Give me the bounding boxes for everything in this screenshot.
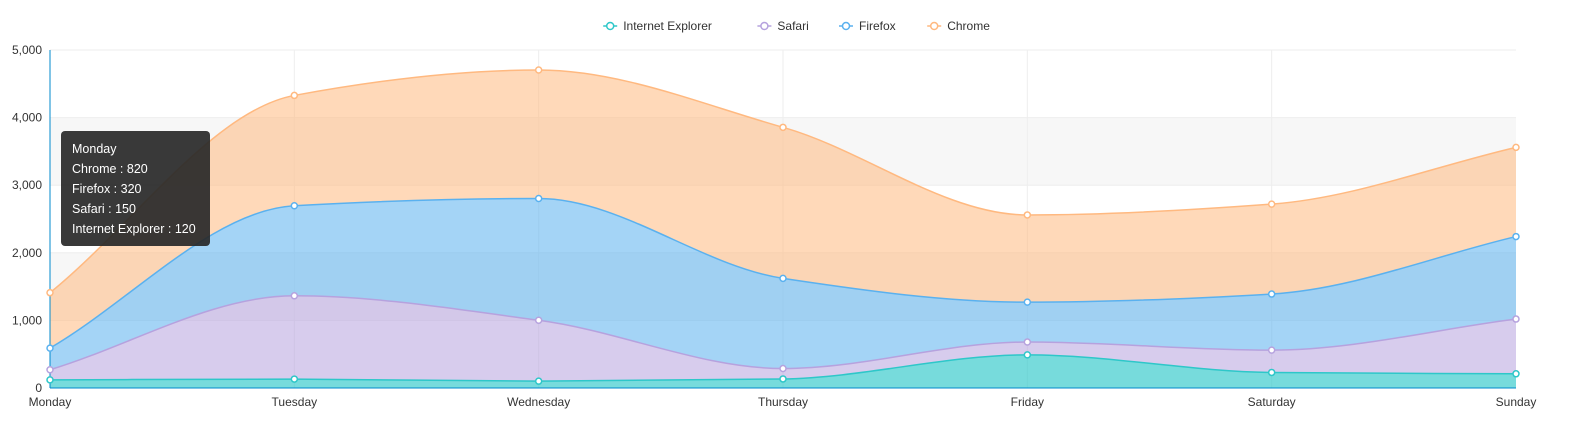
x-tick-label-saturday: Saturday bbox=[1248, 395, 1296, 409]
legend[interactable]: Internet Explorer Safari Firefox Chrome bbox=[603, 19, 990, 33]
point-safari-thursday[interactable] bbox=[779, 364, 787, 373]
point-safari-sunday[interactable] bbox=[1512, 315, 1520, 323]
area-safari bbox=[50, 295, 1516, 382]
x-tick-label-friday: Friday bbox=[1011, 395, 1044, 409]
legend-label: Chrome bbox=[947, 19, 990, 33]
y-tick-label: 4,000 bbox=[12, 111, 42, 125]
legend-item-chrome[interactable]: Chrome bbox=[927, 19, 990, 33]
y-tick-label: 2,000 bbox=[12, 246, 42, 260]
point-chrome-tuesday[interactable] bbox=[290, 91, 299, 100]
point-safari-saturday[interactable] bbox=[1267, 346, 1276, 354]
legend-swatch-marker bbox=[841, 21, 851, 31]
point-chrome-monday[interactable] bbox=[46, 288, 54, 297]
point-firefox-thursday[interactable] bbox=[779, 274, 787, 283]
legend-swatch-marker bbox=[929, 21, 939, 31]
point-chrome-thursday[interactable] bbox=[779, 123, 787, 132]
tooltip-line-internet-explorer: Internet Explorer : 120 bbox=[72, 222, 196, 236]
point-internet-explorer-wednesday[interactable] bbox=[534, 377, 543, 385]
y-tick-label: 0 bbox=[35, 381, 42, 395]
point-safari-friday[interactable] bbox=[1023, 338, 1032, 346]
point-internet-explorer-tuesday[interactable] bbox=[290, 375, 299, 383]
legend-item-internet-explorer[interactable]: Internet Explorer bbox=[603, 19, 712, 33]
legend-item-safari[interactable]: Safari bbox=[757, 19, 809, 33]
area-chrome bbox=[50, 70, 1516, 349]
point-internet-explorer-saturday[interactable] bbox=[1267, 368, 1276, 377]
series-points bbox=[46, 66, 1520, 385]
point-safari-wednesday[interactable] bbox=[534, 316, 543, 325]
tooltip-line-firefox: Firefox : 320 bbox=[72, 182, 142, 196]
y-tick-label: 3,000 bbox=[12, 178, 42, 192]
legend-label: Firefox bbox=[859, 19, 896, 33]
x-tick-label-tuesday: Tuesday bbox=[272, 395, 318, 409]
point-chrome-sunday[interactable] bbox=[1512, 143, 1520, 152]
point-chrome-friday[interactable] bbox=[1023, 211, 1032, 219]
x-tick-label-sunday: Sunday bbox=[1496, 395, 1537, 409]
x-tick-label-thursday: Thursday bbox=[758, 395, 808, 409]
area-firefox bbox=[50, 198, 1516, 370]
point-safari-monday[interactable] bbox=[46, 365, 54, 374]
legend-swatch-marker bbox=[605, 21, 615, 31]
tooltip-line-safari: Safari : 150 bbox=[72, 202, 136, 216]
legend-item-firefox[interactable]: Firefox bbox=[839, 19, 896, 33]
point-firefox-friday[interactable] bbox=[1023, 298, 1032, 306]
legend-swatch-marker bbox=[760, 21, 769, 31]
y-tick-label: 1,000 bbox=[12, 313, 42, 327]
area-internet-explorer bbox=[50, 354, 1516, 388]
point-internet-explorer-friday[interactable] bbox=[1023, 351, 1032, 359]
legend-label: Internet Explorer bbox=[623, 19, 712, 33]
chart-tooltip: Monday Chrome : 820 Firefox : 320 Safari… bbox=[61, 131, 210, 246]
tooltip-title: Monday bbox=[72, 142, 117, 156]
point-firefox-tuesday[interactable] bbox=[290, 202, 299, 210]
point-internet-explorer-sunday[interactable] bbox=[1512, 370, 1520, 378]
point-firefox-wednesday[interactable] bbox=[534, 194, 543, 203]
point-internet-explorer-thursday[interactable] bbox=[779, 375, 787, 383]
axes: 0 1,000 2,000 3,000 4,000 5,000 Monday Tuesday W… bbox=[12, 43, 1536, 409]
x-tick-label-wednesday: Wednesday bbox=[507, 395, 570, 409]
point-internet-explorer-monday[interactable] bbox=[46, 376, 54, 384]
point-chrome-wednesday[interactable] bbox=[534, 66, 543, 74]
legend-label: Safari bbox=[777, 19, 808, 33]
series-areas bbox=[50, 70, 1516, 388]
point-firefox-saturday[interactable] bbox=[1267, 290, 1276, 298]
x-tick-label-monday: Monday bbox=[29, 395, 72, 409]
point-chrome-saturday[interactable] bbox=[1267, 200, 1276, 208]
point-safari-tuesday[interactable] bbox=[290, 292, 299, 300]
y-tick-label: 5,000 bbox=[12, 43, 42, 57]
point-firefox-sunday[interactable] bbox=[1512, 232, 1520, 241]
point-firefox-monday[interactable] bbox=[46, 344, 54, 352]
tooltip-line-chrome: Chrome : 820 bbox=[72, 162, 148, 176]
